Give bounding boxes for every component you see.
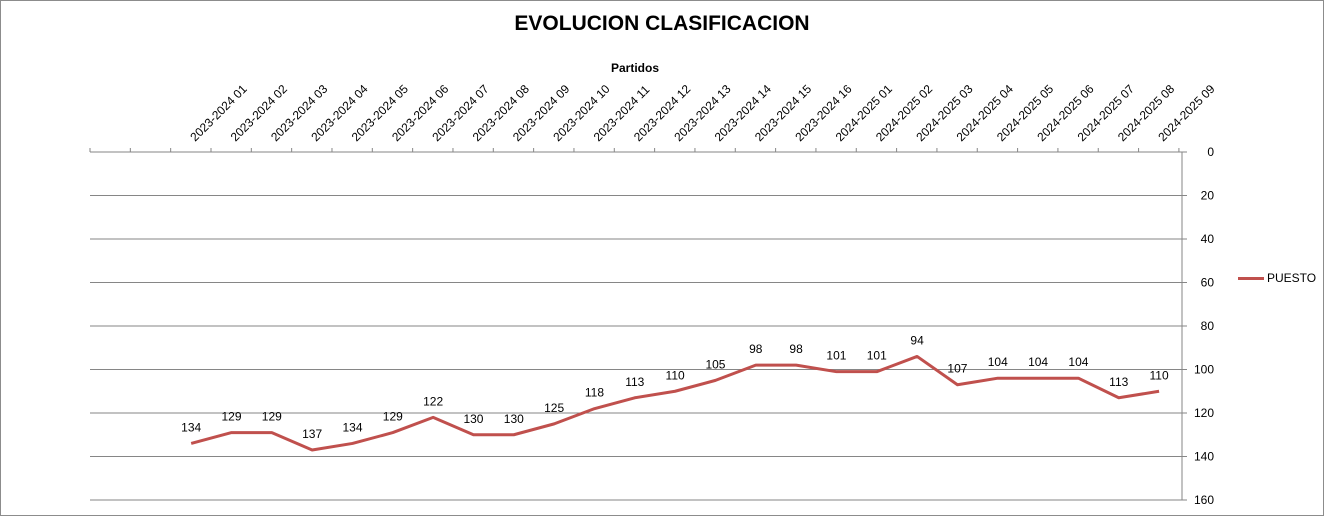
y-tick-label: 20 <box>1201 189 1215 203</box>
y-tick-label: 100 <box>1194 363 1214 377</box>
y-tick-label: 160 <box>1194 493 1214 507</box>
x-axis-title: Partidos <box>610 61 659 75</box>
data-label: 107 <box>947 362 967 376</box>
legend-label: PUESTO <box>1267 271 1317 285</box>
data-label: 94 <box>910 333 924 347</box>
data-label: 129 <box>221 410 241 424</box>
data-label: 129 <box>383 410 403 424</box>
y-tick-label: 60 <box>1201 276 1215 290</box>
data-label: 134 <box>342 420 362 434</box>
data-label: 113 <box>625 375 644 389</box>
y-tick-label: 140 <box>1194 450 1214 464</box>
data-label: 110 <box>1150 368 1169 382</box>
data-label: 130 <box>463 412 483 426</box>
data-label: 110 <box>666 368 685 382</box>
data-label: 129 <box>262 410 282 424</box>
y-tick-label: 40 <box>1201 232 1215 246</box>
data-label: 137 <box>302 427 322 441</box>
legend: PUESTO <box>1238 271 1316 285</box>
data-label: 101 <box>826 349 846 363</box>
data-label: 122 <box>423 394 443 408</box>
data-label: 104 <box>1068 355 1088 369</box>
data-label: 130 <box>504 412 524 426</box>
data-label: 104 <box>988 355 1008 369</box>
data-label: 105 <box>705 357 725 371</box>
series-line-puesto <box>190 354 1160 452</box>
data-label: 113 <box>1109 375 1128 389</box>
y-tick-label: 0 <box>1207 145 1214 159</box>
chart-title: EVOLUCION CLASIFICACION <box>514 12 810 35</box>
data-label: 125 <box>544 401 564 415</box>
y-tick-label: 80 <box>1201 319 1215 333</box>
data-label: 98 <box>789 342 803 356</box>
y-tick-label: 120 <box>1194 406 1214 420</box>
legend-swatch <box>1238 276 1264 280</box>
data-label: 101 <box>867 349 887 363</box>
data-label: 104 <box>1028 355 1048 369</box>
data-label: 134 <box>181 420 201 434</box>
data-label: 98 <box>749 342 763 356</box>
data-label: 118 <box>585 386 604 400</box>
